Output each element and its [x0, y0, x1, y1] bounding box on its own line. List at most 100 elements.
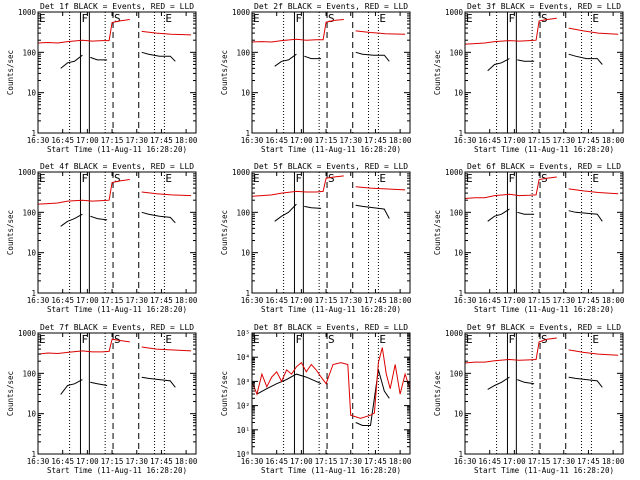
- y-tick-label: 10: [454, 89, 464, 98]
- plot-frame: [251, 332, 411, 455]
- x-tick-label: 17:00: [76, 136, 99, 145]
- x-tick-label: 18:00: [602, 136, 625, 145]
- y-axis-label: Counts/sec: [220, 371, 229, 416]
- x-tick-label: 18:00: [175, 136, 198, 145]
- y-axis-label: Counts/sec: [220, 210, 229, 255]
- y-tick-label: 10: [454, 410, 464, 419]
- y-tick-label: 1: [31, 450, 36, 459]
- x-tick-label: 17:45: [364, 136, 387, 145]
- panel-title: Det 3f BLACK = Events, RED = LLD: [467, 2, 621, 11]
- x-tick-label: 17:00: [76, 296, 99, 305]
- x-tick-label: 18:00: [602, 296, 625, 305]
- panel-title: Det 7f BLACK = Events, RED = LLD: [40, 323, 194, 332]
- x-tick-label: 16:45: [51, 136, 74, 145]
- x-tick-label: 16:30: [241, 136, 264, 145]
- marker-letter: E: [592, 12, 599, 25]
- marker-letter: F: [81, 333, 88, 346]
- x-tick-label: 17:45: [150, 136, 173, 145]
- x-tick-label: 16:30: [454, 296, 477, 305]
- y-tick-label: 100: [22, 369, 36, 378]
- x-tick-label: 17:15: [315, 457, 338, 466]
- plot-frame: [464, 332, 624, 455]
- y-axis-label: Counts/sec: [433, 210, 442, 255]
- y-axis-label: Counts/sec: [6, 50, 15, 95]
- x-tick-label: 17:15: [101, 136, 124, 145]
- x-tick-label: 17:45: [364, 457, 387, 466]
- x-tick-label: 16:30: [27, 457, 50, 466]
- y-tick-label: 100: [22, 208, 36, 217]
- events-series-line: [60, 51, 176, 69]
- marker-letter: E: [39, 333, 46, 346]
- x-tick-label: 16:30: [454, 457, 477, 466]
- events-series-line: [487, 208, 603, 222]
- y-axis-label: Counts/sec: [433, 50, 442, 95]
- y-tick-label: 10: [27, 89, 37, 98]
- y-tick-label: 1: [245, 129, 250, 138]
- lld-series-line: [252, 19, 406, 43]
- marker-letter: F: [508, 333, 515, 346]
- y-axis-label: Counts/sec: [6, 210, 15, 255]
- x-axis-label: Start Time (11-Aug-11 16:28:20): [47, 466, 187, 475]
- events-series-line: [256, 369, 390, 426]
- x-tick-label: 17:30: [339, 457, 362, 466]
- x-axis-label: Start Time (11-Aug-11 16:28:20): [474, 305, 614, 314]
- events-series-line: [487, 376, 603, 390]
- lld-series-line: [252, 347, 410, 419]
- marker-letter: E: [466, 12, 473, 25]
- y-axis-label: Counts/sec: [6, 371, 15, 416]
- y-tick-label: 1: [458, 129, 463, 138]
- y-tick-label: 1000: [18, 168, 37, 177]
- x-tick-label: 18:00: [389, 296, 412, 305]
- x-tick-label: 16:30: [454, 136, 477, 145]
- x-tick-label: 17:45: [577, 136, 600, 145]
- y-tick-label: 100: [22, 48, 36, 57]
- x-axis-label: Start Time (11-Aug-11 16:28:20): [474, 466, 614, 475]
- x-axis-label: Start Time (11-Aug-11 16:28:20): [261, 305, 401, 314]
- y-tick-label: 1: [458, 450, 463, 459]
- x-tick-label: 16:45: [478, 457, 501, 466]
- panel-title: Det 5f BLACK = Events, RED = LLD: [254, 162, 408, 171]
- y-tick-label: 10: [241, 89, 251, 98]
- x-tick-label: 17:00: [290, 136, 313, 145]
- y-tick-label: 100: [449, 369, 463, 378]
- y-tick-label: 10: [27, 410, 37, 419]
- lld-series-line: [465, 17, 619, 45]
- x-tick-label: 16:45: [265, 136, 288, 145]
- x-tick-label: 17:45: [150, 296, 173, 305]
- x-tick-label: 18:00: [389, 457, 412, 466]
- y-tick-label: 10²: [236, 402, 250, 411]
- x-tick-label: 17:15: [315, 296, 338, 305]
- events-series-line: [60, 211, 176, 227]
- x-tick-label: 16:45: [51, 296, 74, 305]
- marker-letter: E: [379, 333, 386, 346]
- x-tick-label: 17:30: [552, 296, 575, 305]
- y-tick-label: 1000: [18, 8, 37, 17]
- lld-series-line: [38, 19, 192, 44]
- x-tick-label: 17:15: [315, 136, 338, 145]
- x-tick-label: 17:00: [290, 296, 313, 305]
- x-tick-label: 17:30: [125, 457, 148, 466]
- marker-letter: S: [541, 12, 548, 25]
- marker-letter: S: [114, 12, 121, 25]
- marker-letter: E: [253, 333, 260, 346]
- events-series-line: [487, 53, 603, 72]
- marker-letter: F: [508, 12, 515, 25]
- plot-frame: [251, 171, 411, 294]
- x-tick-label: 16:45: [478, 136, 501, 145]
- y-tick-label: 1000: [232, 168, 251, 177]
- y-tick-label: 10: [454, 249, 464, 258]
- y-tick-label: 10⁴: [236, 353, 250, 362]
- x-axis-label: Start Time (11-Aug-11 16:28:20): [47, 305, 187, 314]
- x-tick-label: 16:30: [241, 457, 264, 466]
- y-tick-label: 1: [458, 289, 463, 298]
- y-tick-label: 1: [31, 289, 36, 298]
- marker-letter: E: [592, 333, 599, 346]
- x-tick-label: 17:30: [339, 296, 362, 305]
- x-tick-label: 16:45: [478, 296, 501, 305]
- plot-frame: [464, 171, 624, 294]
